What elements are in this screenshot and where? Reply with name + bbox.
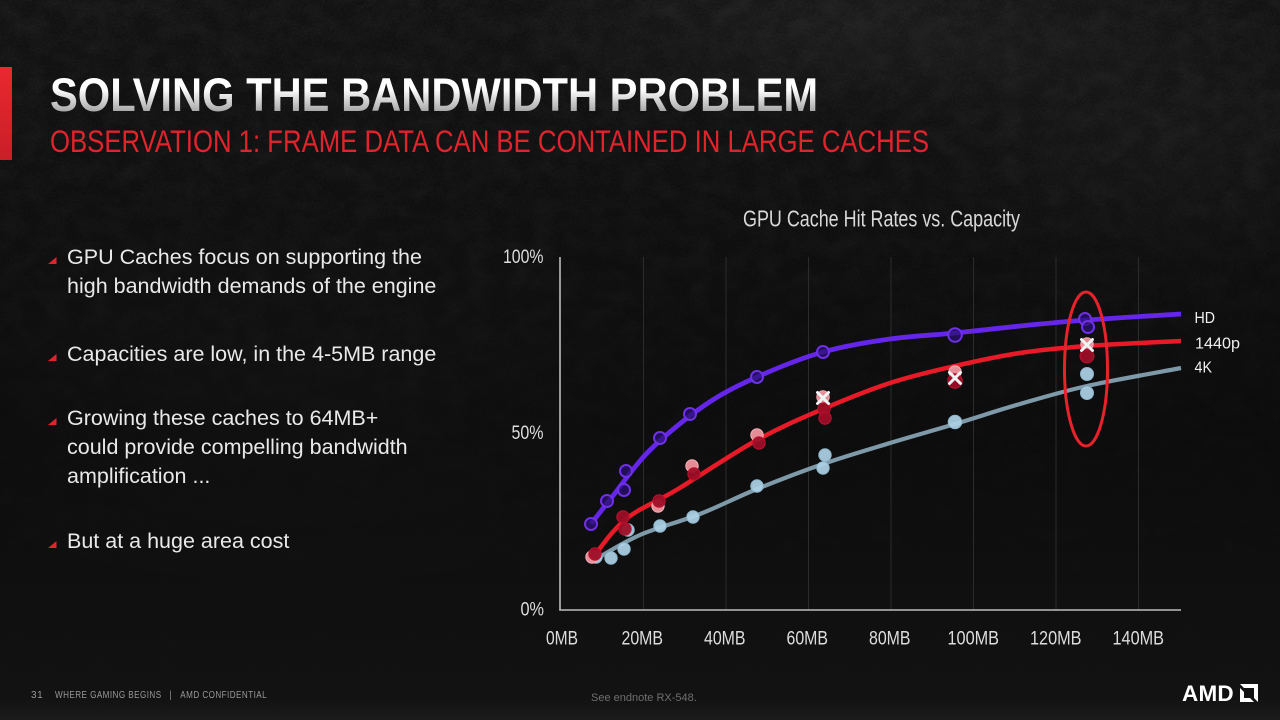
svg-text:20MB: 20MB bbox=[622, 629, 664, 650]
svg-text:40MB: 40MB bbox=[704, 629, 746, 650]
svg-text:80MB: 80MB bbox=[869, 629, 911, 650]
svg-text:100MB: 100MB bbox=[948, 629, 1000, 650]
svg-text:1440p: 1440p bbox=[1195, 336, 1240, 353]
svg-text:50%: 50% bbox=[512, 422, 544, 444]
svg-text:0MB: 0MB bbox=[546, 629, 578, 650]
svg-text:60MB: 60MB bbox=[787, 629, 829, 650]
svg-text:120MB: 120MB bbox=[1030, 629, 1082, 650]
svg-text:100%: 100% bbox=[503, 246, 544, 268]
svg-text:140MB: 140MB bbox=[1113, 629, 1165, 650]
svg-text:4K: 4K bbox=[1195, 360, 1213, 377]
svg-text:0%: 0% bbox=[521, 599, 545, 621]
svg-text:GPU Cache Hit Rates vs. Capaci: GPU Cache Hit Rates vs. Capacity bbox=[743, 206, 1020, 232]
svg-text:HD: HD bbox=[1195, 310, 1216, 327]
